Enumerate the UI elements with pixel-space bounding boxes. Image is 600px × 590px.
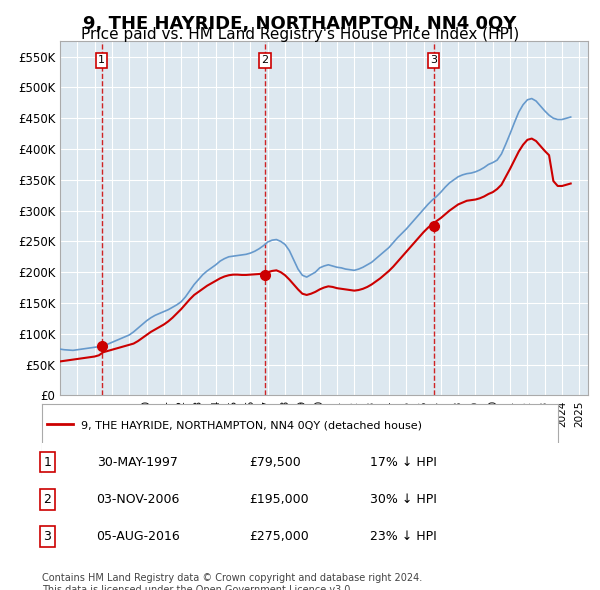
Text: 05-AUG-2016: 05-AUG-2016 [97, 530, 181, 543]
Text: 23% ↓ HPI: 23% ↓ HPI [370, 530, 436, 543]
Text: 03-NOV-2006: 03-NOV-2006 [97, 493, 180, 506]
Text: Price paid vs. HM Land Registry's House Price Index (HPI): Price paid vs. HM Land Registry's House … [81, 27, 519, 41]
Text: 30-MAY-1997: 30-MAY-1997 [97, 455, 178, 468]
Text: 3: 3 [44, 530, 52, 543]
Text: 9, THE HAYRIDE, NORTHAMPTON, NN4 0QY (detached house): 9, THE HAYRIDE, NORTHAMPTON, NN4 0QY (de… [81, 421, 422, 430]
Text: £195,000: £195,000 [250, 493, 309, 506]
Text: 9, THE HAYRIDE, NORTHAMPTON, NN4 0QY: 9, THE HAYRIDE, NORTHAMPTON, NN4 0QY [83, 15, 517, 33]
Text: 1: 1 [98, 55, 105, 65]
Text: £275,000: £275,000 [250, 530, 309, 543]
Text: 1: 1 [44, 455, 52, 468]
Text: 30% ↓ HPI: 30% ↓ HPI [370, 493, 436, 506]
Text: 3: 3 [430, 55, 437, 65]
Text: 17% ↓ HPI: 17% ↓ HPI [370, 455, 436, 468]
Text: 2: 2 [44, 493, 52, 506]
Text: Contains HM Land Registry data © Crown copyright and database right 2024.
This d: Contains HM Land Registry data © Crown c… [42, 573, 422, 590]
Text: HPI: Average price, detached house, West Northamptonshire: HPI: Average price, detached house, West… [81, 451, 419, 461]
Text: 2: 2 [262, 55, 269, 65]
Text: £79,500: £79,500 [250, 455, 301, 468]
